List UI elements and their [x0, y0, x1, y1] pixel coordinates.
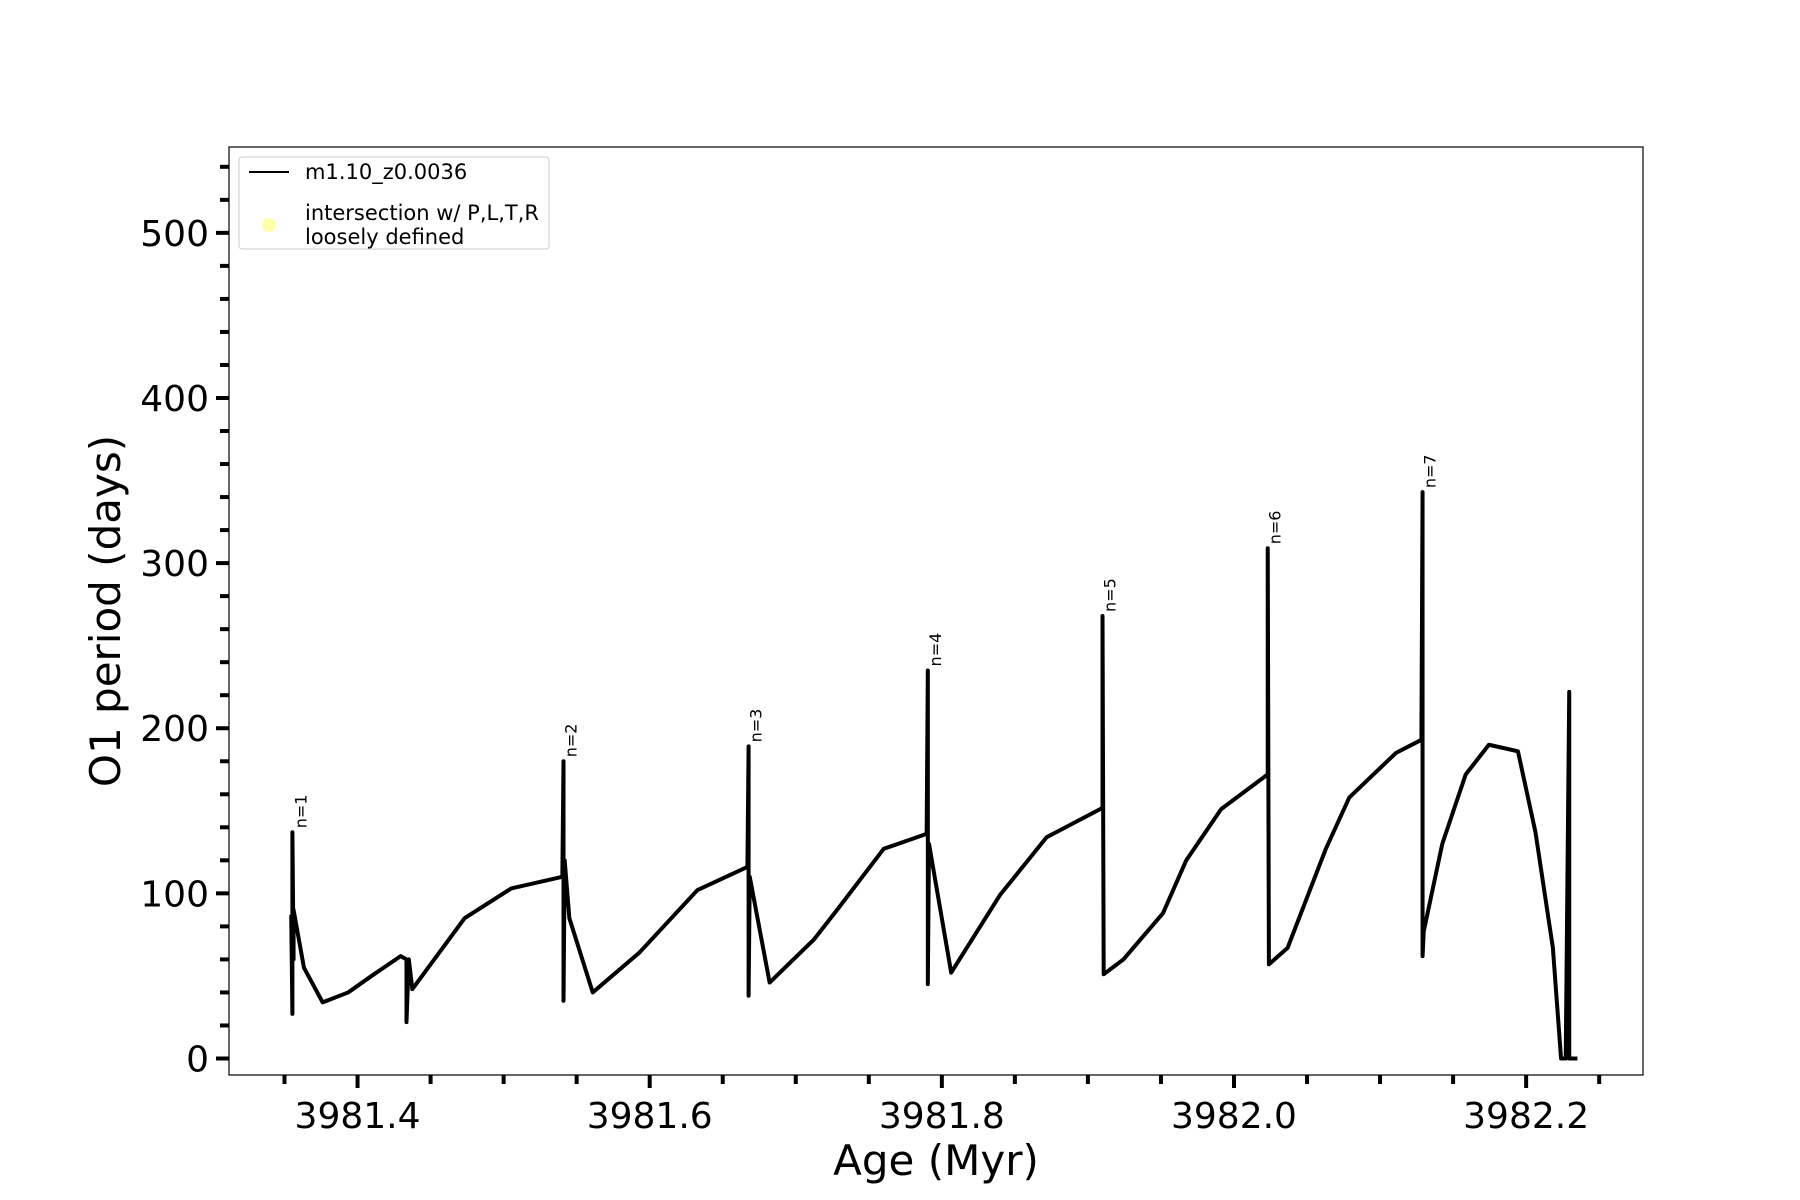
legend: m1.10_z0.0036 intersection w/ P,L,T,R loos…: [238, 156, 550, 250]
y-tick-label: 400: [140, 379, 209, 420]
y-tick-label: 500: [140, 214, 209, 255]
annotation: n=7: [1421, 454, 1440, 488]
y-tick-label: 100: [140, 874, 209, 915]
plot-frame: [228, 146, 1644, 1076]
y-tick-label: 200: [140, 709, 209, 750]
annotation: n=5: [1101, 578, 1120, 612]
legend-label: intersection w/ P,L,T,R loosely defined: [305, 201, 539, 249]
annotation: n=2: [562, 724, 581, 758]
x-axis-label: Age (Myr): [833, 1136, 1039, 1185]
legend-label-line: loosely defined: [305, 225, 464, 249]
data-line: [289, 490, 1578, 1061]
x-tick-label: 3981.4: [295, 1096, 421, 1137]
annotation: n=1: [292, 795, 311, 829]
legend-label-line: intersection w/ P,L,T,R: [305, 201, 539, 225]
x-tick-label: 3982.0: [1171, 1096, 1297, 1137]
x-tick-label: 3981.6: [587, 1096, 713, 1137]
legend-box: [238, 156, 550, 250]
x-tick-label: 3982.2: [1463, 1096, 1589, 1137]
y-tick-label: 300: [140, 544, 209, 585]
annotation: n=6: [1266, 511, 1285, 545]
legend-marker: [262, 218, 276, 232]
annotation: n=4: [926, 633, 945, 667]
y-axis-label: O1 period (days): [81, 435, 130, 787]
legend-label: m1.10_z0.0036: [305, 160, 467, 185]
x-tick-label: 3981.8: [879, 1096, 1005, 1137]
annotation: n=3: [747, 709, 766, 743]
y-tick-label: 0: [186, 1039, 209, 1080]
